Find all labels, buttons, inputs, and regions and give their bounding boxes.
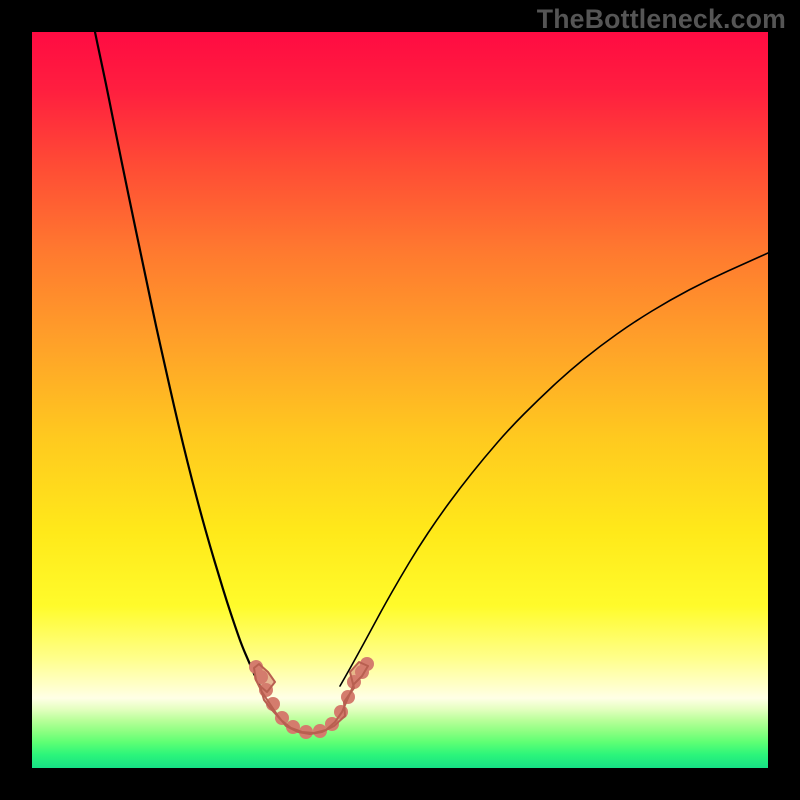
outer-frame: TheBottleneck.com [0,0,800,800]
bottleneck-chart [0,0,800,800]
watermark-text: TheBottleneck.com [537,4,786,35]
plot-background-gradient [32,32,768,768]
